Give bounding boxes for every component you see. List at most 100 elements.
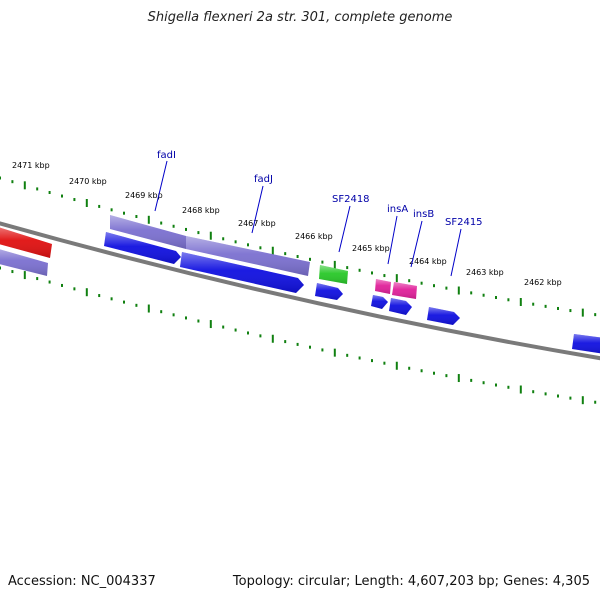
minor-tick — [594, 313, 597, 317]
feature-green-sf2418[interactable] — [319, 265, 348, 284]
minor-tick — [234, 328, 237, 332]
genome-summary-text: Topology: circular; Length: 4,607,203 bp… — [232, 574, 590, 589]
minor-tick — [61, 283, 63, 287]
scale-labels: 2471 kbp 2470 kbp 2469 kbp 2468 kbp 2467 kbp… — [12, 161, 562, 287]
minor-tick — [371, 271, 373, 275]
minor-tick — [247, 331, 249, 335]
minor-tick — [123, 211, 125, 215]
gene-label-text[interactable]: fadI — [157, 150, 176, 161]
minor-tick — [11, 180, 14, 184]
major-tick — [395, 274, 398, 283]
minor-tick — [383, 274, 386, 278]
minor-tick — [48, 280, 51, 284]
minor-tick — [197, 231, 200, 235]
minor-tick — [172, 224, 175, 228]
minor-tick — [0, 176, 1, 180]
feature-purple-fadi-gloss — [110, 215, 186, 249]
minor-tick — [544, 392, 547, 396]
scale-label: 2464 kbp — [409, 257, 447, 266]
map-title: Shigella flexneri 2a str. 301, complete … — [147, 10, 453, 25]
gene-labels[interactable]: fadI fadJ SF2418 insA insB SF2415 — [154, 150, 483, 277]
minor-tick — [135, 303, 138, 307]
feature-blue-fadi[interactable] — [104, 232, 181, 264]
feature-blue-sf2418[interactable] — [315, 283, 343, 300]
feature-blue-sf2415-gloss — [427, 307, 460, 325]
gene-features[interactable] — [0, 215, 600, 354]
gene-label-fadi[interactable]: fadI — [154, 150, 176, 212]
feature-blue-fadj-gloss — [180, 252, 304, 293]
feature-blue-right[interactable] — [572, 334, 600, 354]
minor-tick — [73, 287, 76, 291]
minor-tick — [284, 340, 287, 344]
feature-purple-fadj[interactable] — [186, 236, 310, 276]
feature-purple-left[interactable] — [0, 248, 48, 276]
feature-blue-insb[interactable] — [389, 298, 412, 315]
gene-label-sf2418[interactable]: SF2418 — [332, 194, 370, 253]
minor-tick — [495, 383, 497, 387]
feature-red[interactable] — [0, 226, 52, 258]
major-tick — [581, 308, 584, 317]
major-tick — [209, 320, 212, 329]
gene-label-fadj[interactable]: fadJ — [251, 174, 273, 234]
major-tick — [23, 271, 26, 280]
feature-pink-insa-gloss — [375, 279, 391, 294]
minor-tick — [110, 297, 113, 301]
feature-blue-sf2418-gloss — [315, 283, 343, 300]
gene-leader-line — [338, 205, 351, 253]
minor-tick — [482, 293, 485, 297]
scale-label: 2467 kbp — [238, 219, 276, 228]
gene-label-text[interactable]: insB — [413, 209, 434, 220]
minor-tick — [321, 348, 324, 352]
minor-tick — [557, 394, 559, 398]
feature-pink-insb-gloss — [392, 282, 417, 299]
major-tick — [209, 231, 212, 240]
feature-pink-insa[interactable] — [375, 279, 391, 294]
minor-tick — [346, 353, 349, 357]
minor-tick — [61, 194, 63, 198]
feature-pink-insb[interactable] — [392, 282, 417, 299]
minor-tick — [507, 385, 510, 389]
minor-tick — [123, 300, 125, 304]
major-tick — [271, 246, 274, 255]
minor-tick — [185, 316, 187, 320]
minor-tick — [197, 319, 200, 323]
scale-label: 2469 kbp — [125, 191, 163, 200]
inner-tick-ring — [0, 266, 597, 405]
minor-tick — [259, 334, 262, 338]
gene-label-text[interactable]: SF2415 — [445, 217, 483, 228]
gene-label-sf2415[interactable]: SF2415 — [445, 217, 483, 277]
minor-tick — [507, 298, 510, 302]
feature-blue-insb-gloss — [389, 298, 412, 315]
major-tick — [519, 385, 522, 394]
feature-red-gloss — [0, 227, 52, 258]
minor-tick — [408, 366, 411, 370]
feature-blue-sf2415[interactable] — [427, 307, 460, 325]
major-tick — [395, 361, 398, 370]
gene-label-text[interactable]: insA — [387, 204, 408, 215]
gene-label-insb[interactable]: insB — [410, 209, 434, 268]
minor-tick — [358, 356, 361, 360]
gene-label-text[interactable]: fadJ — [254, 174, 273, 185]
feature-blue-fadj[interactable] — [180, 252, 304, 293]
feature-purple-fadi[interactable] — [110, 215, 186, 249]
minor-tick — [309, 345, 311, 349]
minor-tick — [73, 198, 76, 202]
feature-blue-insa[interactable] — [371, 295, 388, 309]
minor-tick — [160, 221, 163, 225]
minor-tick — [495, 296, 497, 300]
minor-tick — [36, 187, 39, 191]
minor-tick — [296, 342, 299, 346]
gene-label-text[interactable]: SF2418 — [332, 194, 370, 205]
minor-tick — [383, 361, 386, 365]
minor-tick — [160, 310, 163, 314]
minor-tick — [445, 374, 448, 378]
gene-label-insa[interactable]: insA — [387, 204, 408, 265]
minor-tick — [569, 396, 572, 400]
scale-label: 2462 kbp — [524, 278, 562, 287]
feature-green-sf2418-gloss — [319, 265, 348, 284]
minor-tick — [135, 215, 138, 219]
major-tick — [333, 348, 336, 357]
minor-tick — [594, 400, 597, 404]
minor-tick — [172, 313, 175, 317]
